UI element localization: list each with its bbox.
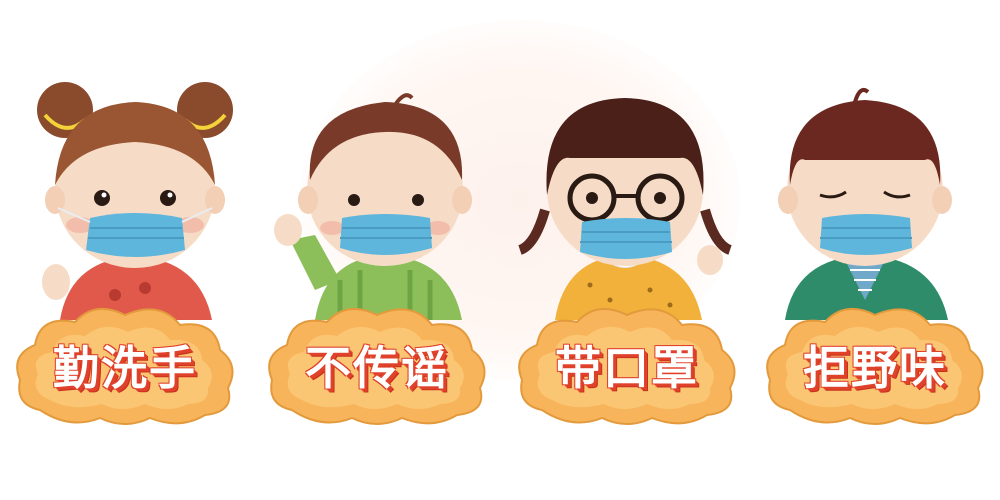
- card-label: 勤洗手: [53, 341, 197, 395]
- cloud-card-1: 勤洗手: [10, 300, 240, 430]
- cloud-card-3: 带口罩: [512, 300, 742, 430]
- boy-waving-icon: [270, 60, 500, 320]
- card-label: 不传谣: [305, 341, 449, 395]
- girl-with-buns-icon: [20, 60, 250, 320]
- boy-eyes-closed-icon: [750, 60, 980, 320]
- girl-with-glasses-icon: [510, 60, 740, 320]
- card-label: 拒野味: [803, 341, 947, 395]
- card-label: 带口罩: [555, 341, 699, 395]
- cloud-card-4: 拒野味: [760, 300, 990, 430]
- cloud-card-2: 不传谣: [262, 300, 492, 430]
